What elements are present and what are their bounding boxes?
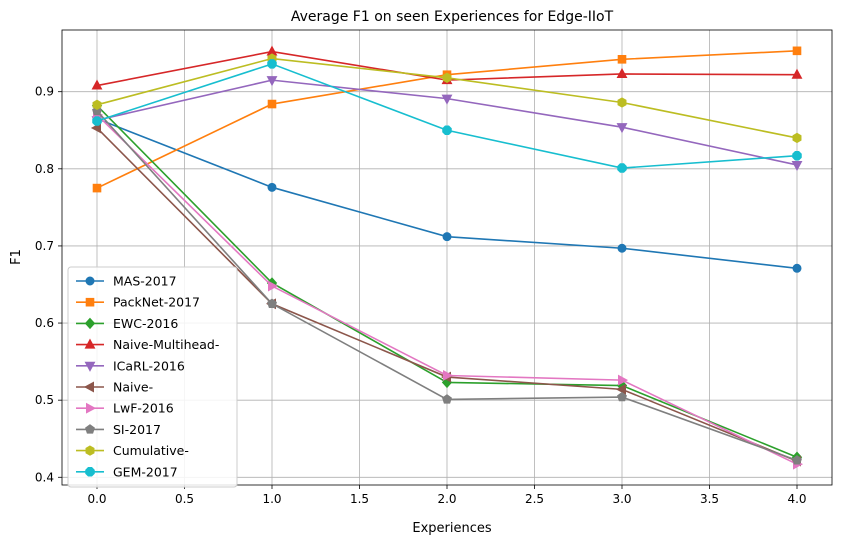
x-tick-label: 1.5 [350, 492, 369, 506]
axes: 0.0 0.5 1.0 1.5 2.0 2.5 3.0 3.5 4.0 0.4 0.5 0.6 0.7 0… [35, 29, 833, 506]
legend-item: PackNet-2017 [76, 295, 200, 310]
series-group [90, 45, 804, 470]
legend-item: LwF-2016 [76, 401, 174, 416]
legend-marker [85, 424, 95, 434]
legend-item: SI-2017 [76, 422, 161, 437]
series-gem-2017 [92, 59, 802, 173]
legend-label: EWC-2016 [113, 316, 178, 331]
legend-item: Cumulative- [76, 443, 189, 458]
legend-label: Naive- [113, 380, 153, 395]
legend-label: PackNet-2017 [113, 295, 200, 310]
legend-label: Cumulative- [113, 443, 189, 458]
legend-marker [84, 317, 96, 330]
data-point [617, 97, 627, 108]
data-point [792, 132, 802, 144]
data-point [268, 280, 279, 292]
data-point [267, 182, 277, 192]
legend-label: SI-2017 [113, 422, 161, 437]
y-axis-label: F1 [9, 249, 24, 265]
legend-marker [85, 297, 95, 307]
legend: MAS-2017 PackNet-2017 EWC-2016 Naive-Multih… [67, 266, 238, 488]
x-tick-label: 0.0 [87, 492, 106, 506]
legend-marker [85, 445, 95, 456]
legend-marker [85, 276, 95, 286]
legend-item: Naive-Multihead- [76, 337, 219, 352]
y-tick-label: 0.8 [35, 162, 54, 176]
data-point [267, 298, 277, 308]
legend-label: GEM-2017 [113, 464, 178, 479]
data-point [617, 55, 627, 64]
data-point [791, 68, 803, 79]
legend-label: LwF-2016 [113, 401, 174, 416]
y-tick-label: 0.4 [35, 470, 54, 484]
legend-item: Naive- [76, 380, 153, 395]
data-point [442, 232, 452, 242]
data-point [92, 99, 102, 110]
data-point [616, 123, 628, 134]
data-point [91, 79, 103, 90]
data-point [792, 46, 802, 56]
plot-frame [61, 29, 833, 486]
series-cumulative [92, 53, 802, 144]
data-point [443, 370, 454, 381]
legend-box [67, 266, 238, 488]
y-tick-label: 0.9 [35, 85, 54, 99]
data-point [267, 59, 277, 69]
x-tick-label: 1.0 [262, 492, 281, 506]
chart-title: Average F1 on seen Experiences for Edge-… [291, 9, 614, 25]
x-tick-label: 2.0 [437, 492, 456, 506]
x-tick-label: 0.5 [175, 492, 194, 506]
legend-item: ICaRL-2016 [76, 358, 185, 373]
x-tick-label: 3.0 [612, 492, 631, 506]
legend-item: MAS-2017 [76, 274, 177, 289]
data-point [267, 99, 277, 109]
x-tick-label: 4.0 [787, 492, 806, 506]
y-tick-label: 0.5 [35, 393, 54, 407]
legend-marker [85, 467, 95, 477]
legend-item: EWC-2016 [76, 316, 178, 331]
data-point [92, 116, 102, 126]
legend-label: ICaRL-2016 [113, 358, 185, 373]
data-point [617, 163, 627, 173]
x-tick-label: 2.5 [525, 492, 544, 506]
data-point [792, 150, 802, 161]
data-point [442, 394, 452, 404]
legend-marker [86, 402, 97, 414]
legend-marker [83, 381, 94, 393]
data-point [617, 243, 627, 253]
legend-item: GEM-2017 [76, 464, 178, 479]
data-point [616, 67, 628, 78]
y-tick-label: 0.7 [35, 239, 54, 253]
data-point [441, 94, 453, 105]
data-point [617, 391, 627, 402]
legend-label: Naive-Multihead- [113, 337, 219, 352]
legend-marker [84, 361, 96, 372]
x-tick-label: 3.5 [700, 492, 719, 506]
data-point [266, 76, 278, 87]
x-axis-label: Experiences [412, 521, 491, 536]
legend-marker [84, 338, 96, 349]
legend-label: MAS-2017 [113, 274, 177, 289]
data-point [792, 455, 802, 465]
data-point [791, 160, 803, 172]
data-point [618, 374, 629, 386]
data-point [792, 263, 802, 273]
data-point [442, 72, 452, 83]
y-tick-label: 0.6 [35, 316, 54, 330]
data-point [442, 125, 452, 135]
data-point [615, 383, 626, 395]
data-point [92, 183, 102, 193]
